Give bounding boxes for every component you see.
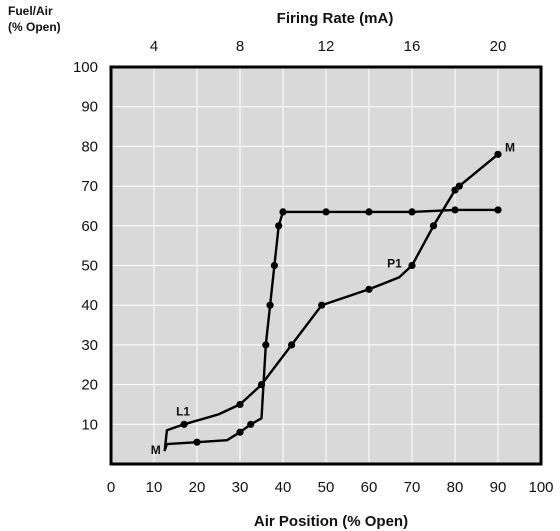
data-point — [266, 301, 274, 309]
x-tick-label: 70 — [404, 479, 421, 496]
data-point — [193, 438, 201, 446]
data-point — [494, 150, 502, 158]
y-tick-label: 90 — [81, 99, 98, 116]
data-point — [318, 301, 326, 309]
x-tick-label: 80 — [447, 479, 464, 496]
data-points — [180, 150, 502, 446]
x-tick-label: 40 — [275, 479, 292, 496]
x-tick-label: 0 — [107, 479, 115, 496]
y-tick-label: 70 — [81, 178, 98, 195]
x-tick-label: 10 — [146, 479, 163, 496]
data-point — [408, 208, 416, 216]
data-point — [180, 420, 188, 428]
data-point — [494, 206, 502, 214]
data-point — [236, 400, 244, 409]
y-axis-title-line1: Fuel/Air — [8, 4, 53, 18]
y-axis-title-line2: (% Open) — [8, 20, 61, 34]
x-tick-label: 90 — [490, 479, 507, 496]
x-tick-label: 60 — [361, 479, 378, 496]
data-point — [275, 222, 283, 230]
y-tick-label: 50 — [81, 258, 98, 275]
data-point — [247, 420, 255, 428]
data-point — [365, 208, 373, 216]
data-point — [365, 285, 373, 293]
y-tick-label: 100 — [73, 59, 98, 76]
y-tick-label: 40 — [81, 297, 98, 314]
top-tick-label: 12 — [318, 38, 335, 55]
data-point — [262, 341, 270, 349]
data-point — [429, 222, 438, 230]
y-tick-label: 10 — [81, 416, 98, 433]
point-label: M — [151, 443, 161, 457]
data-point — [236, 428, 244, 436]
y-tick-label: 30 — [81, 337, 98, 354]
data-point — [288, 341, 296, 349]
point-labels: L1 M P1 M — [151, 140, 515, 457]
data-point — [270, 261, 278, 270]
data-point — [451, 206, 459, 214]
bottom-axis-title: Air Position (% Open) — [254, 513, 408, 530]
gridlines — [111, 67, 541, 464]
tick-labels: 0 10 20 30 40 50 60 70 80 90 100 10 20 30 40 50 60 70 80 90… — [73, 38, 554, 496]
x-tick-label: 30 — [232, 479, 249, 496]
top-tick-label: 20 — [490, 38, 507, 55]
data-point — [257, 381, 266, 389]
data-point — [455, 182, 463, 190]
data-point — [322, 208, 330, 216]
plot-border — [109, 65, 543, 466]
point-label: L1 — [176, 404, 190, 418]
top-tick-label: 8 — [236, 38, 244, 55]
y-tick-label: 80 — [81, 138, 98, 155]
data-point — [408, 261, 416, 270]
top-axis-title: Firing Rate (mA) — [277, 10, 394, 27]
x-tick-label: 50 — [318, 479, 335, 496]
x-tick-label: 100 — [528, 479, 553, 496]
y-tick-label: 60 — [81, 218, 98, 235]
data-point — [279, 208, 287, 216]
top-tick-label: 4 — [150, 38, 158, 55]
point-label: M — [505, 140, 515, 154]
x-tick-label: 20 — [189, 479, 206, 496]
y-tick-label: 20 — [81, 377, 98, 394]
point-label: P1 — [387, 256, 402, 270]
top-tick-label: 16 — [404, 38, 421, 55]
